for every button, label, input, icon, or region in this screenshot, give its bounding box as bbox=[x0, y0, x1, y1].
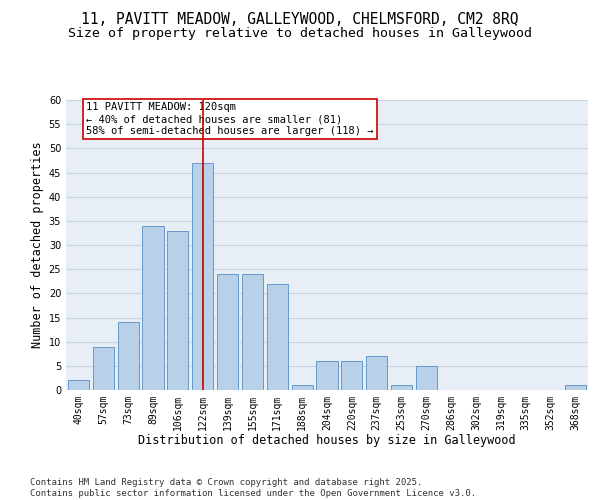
Bar bbox=[93, 346, 114, 390]
Bar bbox=[341, 361, 362, 390]
Bar bbox=[192, 163, 213, 390]
Text: 11 PAVITT MEADOW: 120sqm
← 40% of detached houses are smaller (81)
58% of semi-d: 11 PAVITT MEADOW: 120sqm ← 40% of detach… bbox=[86, 102, 373, 136]
Bar bbox=[316, 361, 338, 390]
Text: Contains HM Land Registry data © Crown copyright and database right 2025.
Contai: Contains HM Land Registry data © Crown c… bbox=[30, 478, 476, 498]
Bar bbox=[217, 274, 238, 390]
Y-axis label: Number of detached properties: Number of detached properties bbox=[31, 142, 44, 348]
X-axis label: Distribution of detached houses by size in Galleywood: Distribution of detached houses by size … bbox=[138, 434, 516, 448]
Bar bbox=[366, 356, 387, 390]
Text: 11, PAVITT MEADOW, GALLEYWOOD, CHELMSFORD, CM2 8RQ: 11, PAVITT MEADOW, GALLEYWOOD, CHELMSFOR… bbox=[81, 12, 519, 28]
Bar bbox=[391, 385, 412, 390]
Bar bbox=[68, 380, 89, 390]
Bar bbox=[242, 274, 263, 390]
Text: Size of property relative to detached houses in Galleywood: Size of property relative to detached ho… bbox=[68, 28, 532, 40]
Bar bbox=[167, 230, 188, 390]
Bar bbox=[292, 385, 313, 390]
Bar bbox=[416, 366, 437, 390]
Bar bbox=[267, 284, 288, 390]
Bar bbox=[118, 322, 139, 390]
Bar bbox=[142, 226, 164, 390]
Bar bbox=[565, 385, 586, 390]
